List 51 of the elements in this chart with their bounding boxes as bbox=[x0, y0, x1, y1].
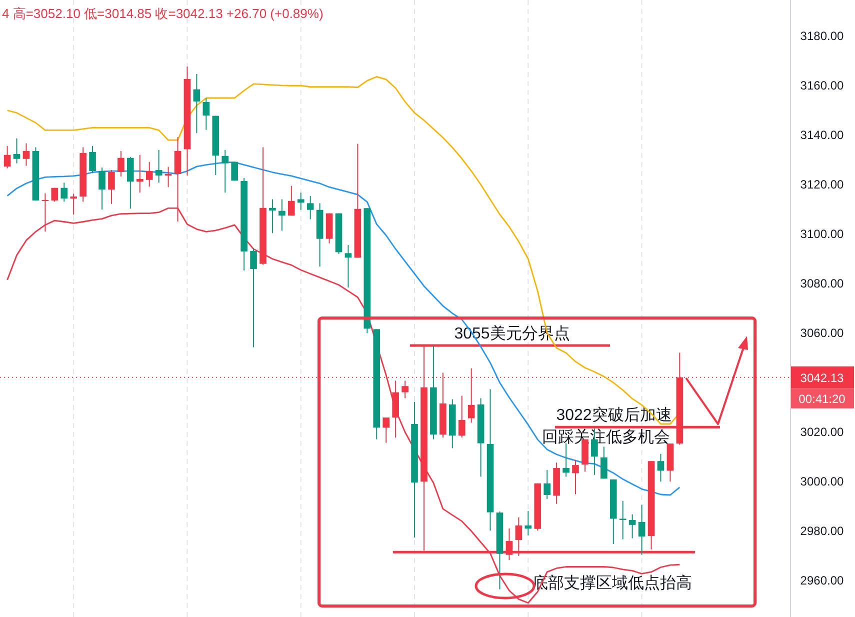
candlestick bbox=[126, 156, 134, 210]
candlestick bbox=[89, 146, 96, 174]
ref-line-label: 3042.13 bbox=[800, 370, 844, 385]
y-tick-label: 3120.00 bbox=[800, 178, 844, 192]
candlestick bbox=[344, 244, 352, 288]
y-tick-label: 3080.00 bbox=[800, 276, 844, 291]
candlestick bbox=[164, 166, 172, 188]
y-tick-label: 3160.00 bbox=[800, 78, 844, 93]
candlestick bbox=[297, 192, 304, 210]
candlestick bbox=[108, 170, 115, 204]
candlestick bbox=[278, 198, 286, 232]
candlestick bbox=[600, 446, 608, 480]
candlestick bbox=[202, 98, 210, 130]
candlestick bbox=[98, 167, 106, 210]
candlestick bbox=[118, 150, 124, 177]
candlestick bbox=[4, 146, 11, 169]
y-tick-label: 3060.00 bbox=[800, 326, 844, 340]
candlestick bbox=[572, 459, 579, 495]
candlestick bbox=[628, 514, 636, 539]
candlestick bbox=[146, 161, 153, 188]
candlestick bbox=[136, 154, 144, 194]
candlestick bbox=[193, 74, 200, 134]
y-tick-label: 3000.00 bbox=[800, 474, 844, 489]
candlestick bbox=[70, 193, 77, 216]
candlestick bbox=[524, 510, 532, 536]
candlestick bbox=[288, 185, 295, 216]
annotation: 4 高=3052.10 低=3014.85 收=3042.13 +26.70 (+0.89%) bbox=[2, 6, 324, 21]
candlestick bbox=[13, 138, 20, 164]
y-tick-label: 3100.00 bbox=[800, 227, 844, 242]
y-tick-label: 2960.00 bbox=[800, 574, 844, 588]
candlestick bbox=[562, 442, 570, 478]
candlestick bbox=[402, 380, 408, 399]
candlestick bbox=[222, 149, 229, 194]
candlestick bbox=[458, 395, 466, 438]
candlestick bbox=[269, 198, 276, 234]
candlestick bbox=[638, 504, 646, 556]
text: 00:41:20 bbox=[798, 392, 846, 406]
y-tick-label: 3020.00 bbox=[800, 425, 844, 440]
candlestick bbox=[60, 182, 68, 202]
candlestick bbox=[22, 142, 30, 166]
y-tick-label: 3180.00 bbox=[800, 29, 844, 44]
candlestick bbox=[155, 149, 162, 184]
y-tick-label: 3140.00 bbox=[800, 128, 844, 142]
candlestick bbox=[306, 196, 314, 220]
candlestick bbox=[51, 187, 58, 202]
candlestick bbox=[250, 248, 257, 348]
candlestick bbox=[544, 469, 550, 500]
candlestick bbox=[619, 500, 626, 540]
y-tick-label: 2980.00 bbox=[800, 524, 844, 538]
candlestick bbox=[382, 417, 390, 444]
candlestick bbox=[657, 453, 664, 482]
